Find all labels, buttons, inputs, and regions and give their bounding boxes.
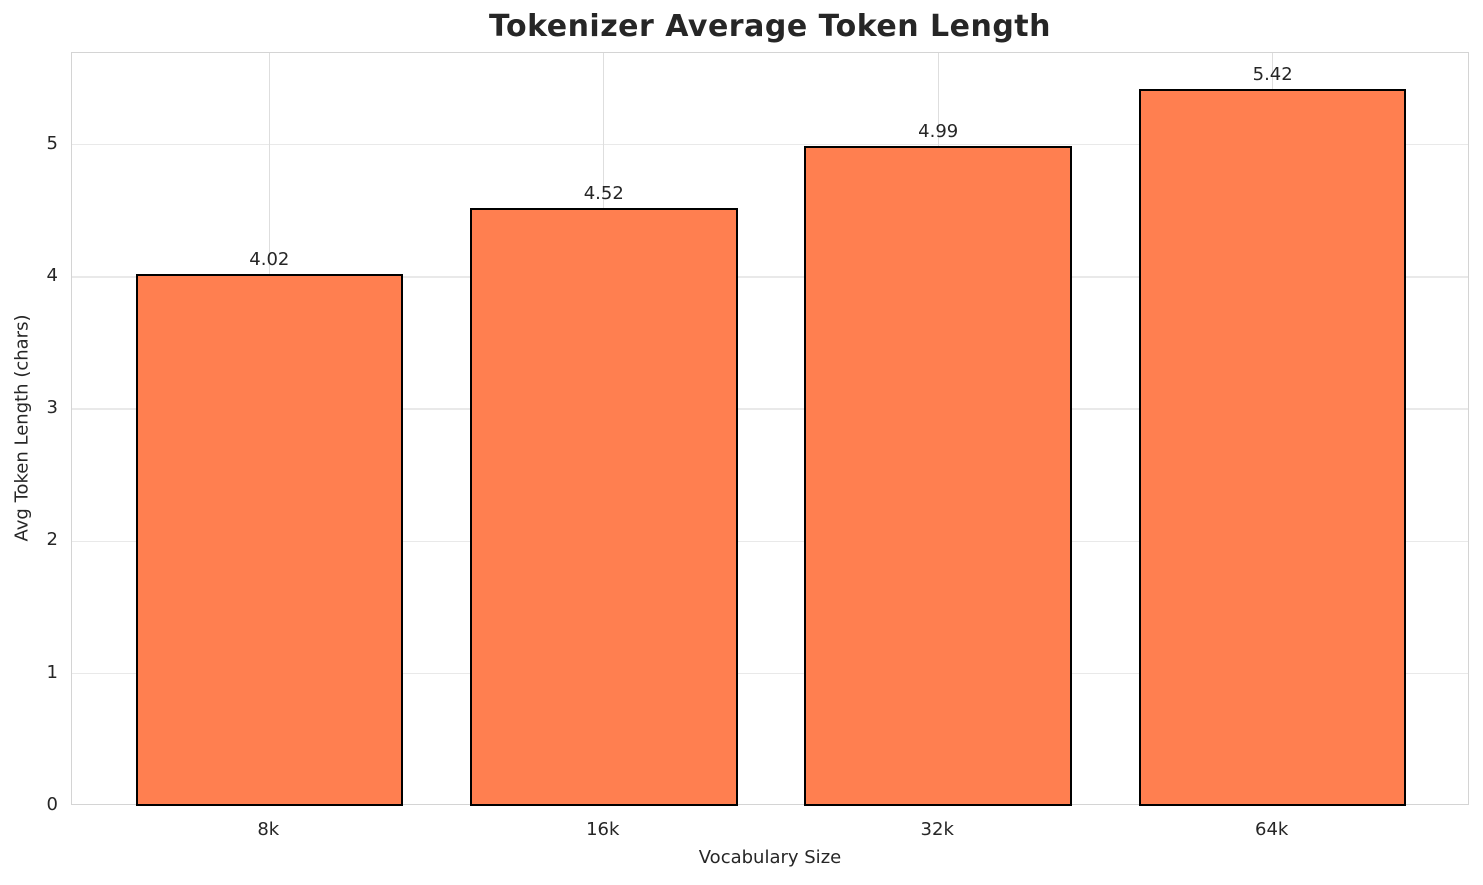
chart-title: Tokenizer Average Token Length	[488, 9, 1051, 44]
x-tick-label: 8k	[257, 819, 280, 840]
bar	[1138, 88, 1407, 806]
y-gridline	[72, 673, 1468, 675]
y-tick-label: 4	[46, 264, 58, 286]
bar-value-label: 4.99	[918, 120, 959, 142]
bar	[135, 274, 404, 806]
y-gridline	[72, 276, 1468, 278]
bar	[804, 145, 1072, 806]
y-tick-label: 2	[46, 529, 58, 551]
x-tick-label: 32k	[920, 819, 954, 840]
y-gridline	[72, 143, 1468, 146]
bar	[469, 208, 738, 806]
x-tick-label: 64k	[1255, 819, 1289, 840]
plot-area: 4.02 4.52 4.99 5.42	[71, 52, 1469, 806]
x-tick-label: 16k	[586, 819, 620, 840]
y-tick-label: 1	[46, 661, 58, 683]
y-axis-label: Avg Token Length (chars)	[11, 314, 33, 542]
y-tick-label: 0	[46, 794, 58, 815]
x-axis-label: Vocabulary Size	[698, 847, 842, 868]
bar-value-label: 4.02	[249, 249, 290, 271]
bar-value-label: 4.52	[583, 183, 624, 205]
y-gridline	[72, 540, 1468, 543]
y-tick-label: 3	[46, 397, 58, 419]
y-tick-label: 5	[46, 132, 58, 154]
bar-value-label: 5.42	[1252, 63, 1293, 85]
y-gridline	[72, 408, 1468, 410]
